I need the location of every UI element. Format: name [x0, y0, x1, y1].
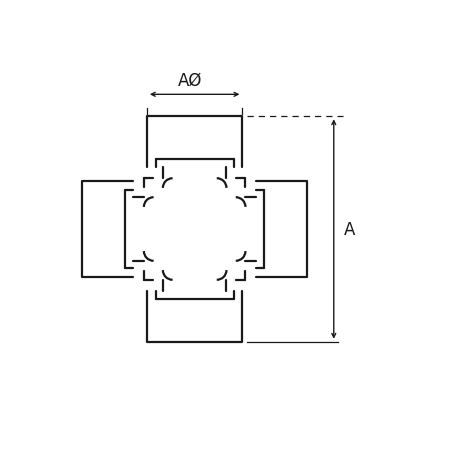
Text: AØ: AØ [178, 72, 202, 90]
Text: A: A [343, 220, 354, 239]
